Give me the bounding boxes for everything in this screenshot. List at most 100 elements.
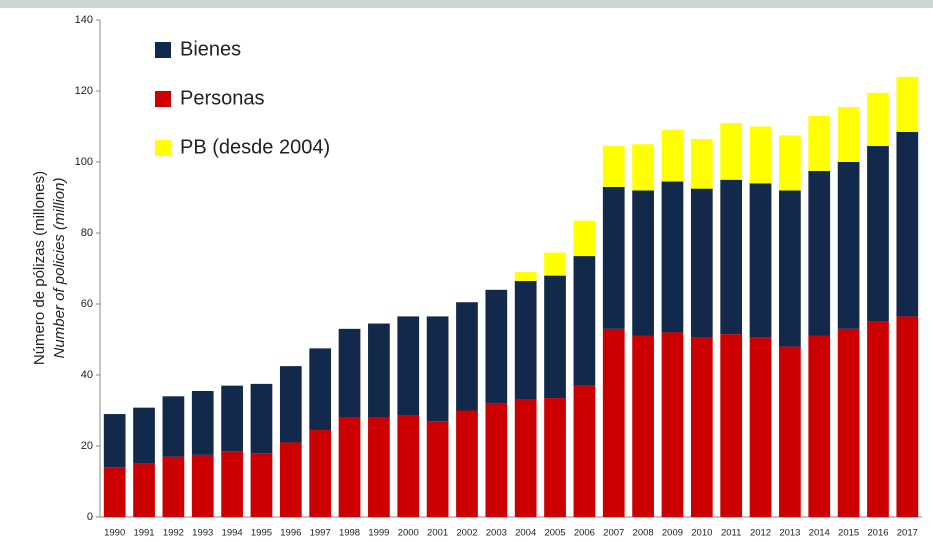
bar-segment xyxy=(632,190,654,336)
bar-segment xyxy=(779,190,801,347)
bar-segment xyxy=(514,280,537,400)
y-axis-label-en: Number of policies (million) xyxy=(51,178,68,359)
bar-segment xyxy=(426,421,449,517)
bar-segment xyxy=(368,417,390,517)
x-tick-label: 2002 xyxy=(456,528,477,539)
x-tick-label: 2000 xyxy=(398,528,419,539)
x-tick-label: 2013 xyxy=(779,528,800,539)
x-tick-label: 1994 xyxy=(222,528,243,539)
bar-segment xyxy=(779,346,801,517)
x-tick-label: 2012 xyxy=(750,528,771,539)
legend-swatch xyxy=(155,91,171,107)
bar-segment xyxy=(896,131,919,317)
bar-segment xyxy=(837,106,860,162)
x-tick-label: 2009 xyxy=(662,528,683,539)
y-axis-label: Número de pólizas (millones) xyxy=(31,171,48,365)
legend-label: PB (desde 2004) xyxy=(180,136,330,158)
bar-segment xyxy=(397,316,420,416)
bar-segment xyxy=(632,335,654,517)
legend-box xyxy=(145,28,363,180)
x-tick-label: 2004 xyxy=(515,528,536,539)
bar-segment xyxy=(632,144,654,191)
x-tick-label: 1990 xyxy=(104,528,125,539)
bar-segment xyxy=(661,181,684,333)
bar-segment xyxy=(162,456,185,517)
bar-segment xyxy=(221,385,243,452)
bar-segment xyxy=(485,403,508,517)
x-tick-label: 1998 xyxy=(339,528,360,539)
x-tick-label: 2016 xyxy=(867,528,888,539)
bar-segment xyxy=(456,410,478,517)
y-tick-label: 140 xyxy=(75,14,93,26)
bar-segment xyxy=(514,272,537,281)
bar-segment xyxy=(837,328,860,517)
legend-swatch xyxy=(155,42,171,58)
bar-segment xyxy=(191,390,214,455)
top-band xyxy=(0,0,933,8)
x-tick-label: 1999 xyxy=(368,528,389,539)
bar-segment xyxy=(867,92,889,147)
x-tick-label: 2010 xyxy=(691,528,712,539)
bar-segment xyxy=(250,453,273,517)
bar-segment xyxy=(309,348,332,431)
bar-segment xyxy=(397,415,420,517)
x-tick-label: 2015 xyxy=(838,528,859,539)
bar-segment xyxy=(573,256,596,386)
x-tick-label: 2005 xyxy=(544,528,565,539)
bar-segment xyxy=(426,316,449,422)
bar-segment xyxy=(867,321,889,517)
x-tick-label: 2008 xyxy=(633,528,654,539)
bar-segment xyxy=(720,179,743,335)
x-tick-label: 1991 xyxy=(133,528,154,539)
bar-segment xyxy=(162,396,185,457)
bar-segment xyxy=(690,337,713,517)
bar-segment xyxy=(514,399,537,517)
bar-segment xyxy=(279,366,302,443)
bar-segment xyxy=(749,126,772,184)
bar-segment xyxy=(837,162,860,329)
legend-label: Personas xyxy=(180,87,265,109)
bar-segment xyxy=(544,275,566,399)
y-tick-label: 60 xyxy=(81,298,93,310)
bar-segment xyxy=(779,135,801,191)
bar-segment xyxy=(456,302,478,411)
bar-segment xyxy=(133,407,155,464)
bar-segment xyxy=(103,467,126,517)
bar-segment xyxy=(896,76,919,132)
x-tick-label: 2003 xyxy=(486,528,507,539)
x-tick-label: 2001 xyxy=(427,528,448,539)
y-tick-label: 120 xyxy=(75,85,93,97)
bar-segment xyxy=(544,252,566,276)
bar-segment xyxy=(338,328,361,418)
legend-swatch xyxy=(155,140,171,156)
bar-segment xyxy=(250,383,273,454)
bar-segment xyxy=(485,289,508,404)
bar-segment xyxy=(808,115,831,171)
x-tick-label: 1997 xyxy=(310,528,331,539)
x-tick-label: 2014 xyxy=(809,528,830,539)
bar-segment xyxy=(544,398,566,517)
x-tick-label: 1992 xyxy=(163,528,184,539)
bar-segment xyxy=(338,417,361,517)
bar-segment xyxy=(808,335,831,517)
x-tick-label: 2007 xyxy=(603,528,624,539)
bar-segment xyxy=(867,146,889,322)
bar-segment xyxy=(749,183,772,338)
bar-segment xyxy=(896,316,919,517)
bar-segment xyxy=(573,220,596,257)
bar-segment xyxy=(690,138,713,189)
legend-label: Bienes xyxy=(180,38,241,60)
bar-segment xyxy=(103,414,126,468)
y-tick-label: 40 xyxy=(81,369,93,381)
bar-segment xyxy=(368,323,390,418)
bar-segment xyxy=(133,463,155,517)
bar-segment xyxy=(191,454,214,517)
x-tick-label: 1995 xyxy=(251,528,272,539)
bar-segment xyxy=(221,451,243,517)
x-tick-label: 1996 xyxy=(280,528,301,539)
y-tick-label: 100 xyxy=(75,156,93,168)
bar-segment xyxy=(279,442,302,517)
bar-segment xyxy=(602,146,625,187)
bar-segment xyxy=(661,130,684,182)
